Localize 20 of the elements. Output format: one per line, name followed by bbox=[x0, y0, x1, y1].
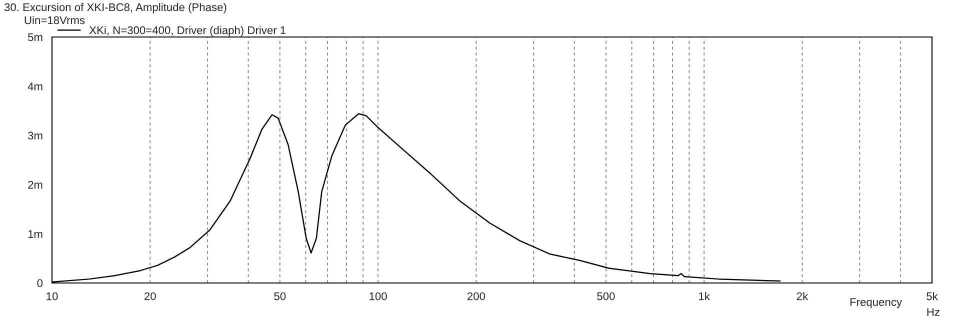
y-tick-label: 0 bbox=[37, 279, 43, 288]
y-tick-label: 4m bbox=[28, 82, 42, 90]
x-tick-label: 100 bbox=[370, 292, 387, 300]
y-tick-label: 1m bbox=[28, 230, 42, 238]
legend-label: XKi, N=300=400, Driver (diaph) Driver 1 bbox=[89, 26, 286, 36]
x-tick-label: 500 bbox=[597, 292, 615, 300]
x-tick-label: 1k bbox=[699, 292, 710, 300]
y-tick-label: 3m bbox=[28, 132, 42, 140]
x-axis-title: Frequency bbox=[850, 298, 902, 308]
chart-title: 30. Excursion of XKI-BC8, Amplitude (Phase) bbox=[4, 3, 226, 14]
x-tick-label: 10 bbox=[46, 292, 58, 300]
x-tick-label: 2k bbox=[796, 292, 808, 300]
y-tick-label: 5m bbox=[28, 33, 42, 42]
chart-subtitle: Uin=18Vrms bbox=[24, 16, 85, 24]
x-tick-label: 20 bbox=[144, 292, 156, 300]
x-tick-label: 5k bbox=[926, 292, 938, 300]
y-tick-label: 2m bbox=[28, 180, 42, 189]
text: Hz bbox=[927, 308, 940, 316]
x-tick-label: 200 bbox=[467, 292, 486, 300]
x-tick-label: 50 bbox=[274, 292, 286, 300]
